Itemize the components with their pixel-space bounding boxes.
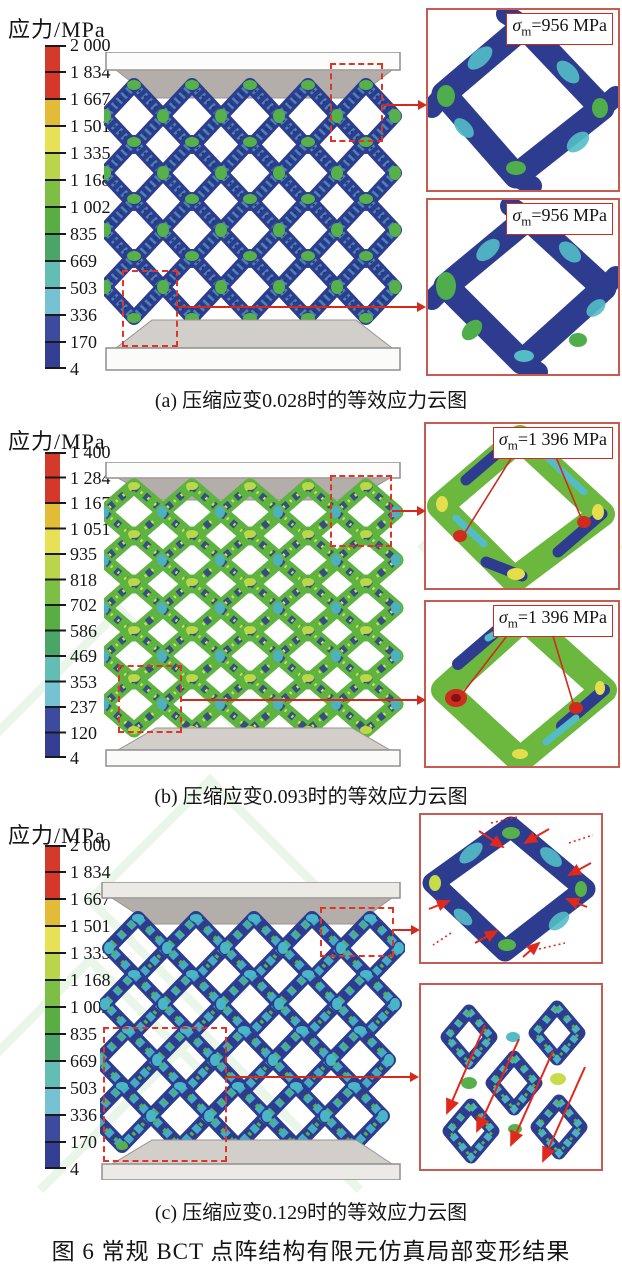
unit-cell-c1: [422, 816, 596, 962]
inset-b2-stress-label: σm=1 396 MPa: [492, 605, 613, 637]
bottom-plate: [105, 727, 401, 767]
roi-box-a1: [330, 63, 383, 142]
bottom-plate: [105, 319, 401, 371]
roi-box-c2: [103, 1027, 227, 1162]
bottom-plate: [101, 1139, 401, 1180]
lattice-contour-b: [104, 462, 404, 767]
roi-box-c1: [320, 907, 394, 957]
colorbar-b: [45, 452, 66, 758]
caption-a: (a) 压缩应变0.028时的等效应力云图: [154, 390, 468, 412]
sheared-cells-c2: [421, 985, 601, 1169]
stress-patches: [429, 827, 587, 951]
colorbar-a: [45, 45, 66, 369]
callout-arrow-a2: [178, 302, 426, 312]
callout-arrow-c1: [394, 925, 420, 935]
inset-b1: σm=1 396 MPa: [424, 422, 620, 590]
lattice-contour-c: [100, 882, 405, 1180]
colorbar-ticks-a: 2 000 1 834 1 667 1 501 1 335 1 168 1 002 83…: [70, 35, 111, 379]
deformation-arrows: [428, 828, 592, 958]
inset-a2-stress-label: σm=956 MPa: [506, 203, 613, 235]
stress-patches: [436, 238, 606, 362]
cyan-patches: [452, 452, 588, 548]
roi-box-b2: [118, 665, 182, 733]
inset-a2: σm=956 MPa: [426, 198, 620, 376]
colorbar-ticks-b: 1 400 1 284 1 167 1 051 935 818 702 586 469 3…: [70, 442, 111, 768]
inset-a1-stress-label: σm=956 MPa: [506, 13, 613, 45]
figure-caption: 图 6 常规 BCT 点阵结构有限元仿真局部变形结果: [51, 1239, 571, 1264]
colorbar-title-b: 应力/MPa: [8, 429, 106, 454]
callout-arrow-b2: [182, 695, 426, 705]
max-stress-spots: [453, 516, 591, 542]
roi-box-a2: [122, 270, 178, 347]
inset-b2: σm=1 396 MPa: [424, 600, 620, 768]
deformation-dotted-lines: [432, 816, 594, 950]
lattice-contour-a: [104, 52, 404, 371]
callout-arrow-a1: [383, 100, 427, 110]
inset-c2: [419, 983, 603, 1171]
inset-c1: [419, 813, 603, 964]
colorbar-title-c: 应力/MPa: [8, 823, 106, 848]
callout-arrow-b1: [392, 506, 426, 516]
caption-c: (c) 压缩应变0.129时的等效应力云图: [154, 1202, 468, 1224]
caption-b: (b) 压缩应变0.093时的等效应力云图: [154, 786, 468, 808]
roi-box-b1: [330, 475, 392, 547]
colorbar-ticks-c: 2 000 1 834 1 667 1 501 1 335 1 168 1 002 83…: [70, 835, 111, 1179]
colorbar-c: [45, 845, 66, 1169]
inset-b1-stress-label: σm=1 396 MPa: [492, 427, 613, 459]
shear-arrows: [446, 1024, 586, 1163]
inset-a1: σm=956 MPa: [426, 8, 620, 192]
colorbar-title-a: 应力/MPa: [8, 17, 106, 42]
callout-arrow-c2: [227, 1072, 419, 1082]
